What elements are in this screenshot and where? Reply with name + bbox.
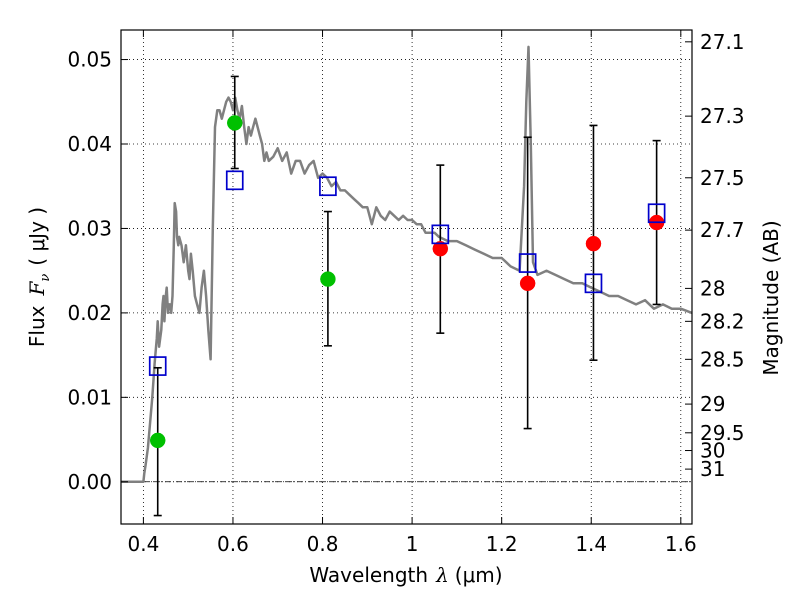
y-tick-label: 0.00 [67,470,112,494]
model-point-square [647,203,666,224]
y2-tick-label: 27.3 [700,104,745,128]
y2-tick-label: 28 [700,276,725,300]
model-spectrum-line [121,45,693,484]
data-point-circle [585,235,602,252]
data-point-circle [519,275,536,292]
y2-tick-label: 29.5 [700,421,745,445]
x-tick-label: 0.4 [127,532,159,556]
y-tick-label: 0.03 [67,216,112,240]
y-axis-label: FluxFν( μJy ) [25,207,53,347]
data-point-circle [227,115,243,131]
y2-tick-label: 27.1 [700,30,745,54]
x-tick-label: 0.8 [307,532,339,556]
data-point-circle [149,432,166,449]
data-point-circle [320,271,336,287]
y2-tick-label: 29 [700,392,725,416]
y2-tick-label: 28.2 [700,309,745,333]
x-tick-label: 1.2 [486,532,518,556]
y2-tick-label: 27.5 [700,166,745,190]
y2-tick-label: 31 [700,457,725,481]
model-point-square [518,253,537,273]
plot-series [121,45,693,517]
y2-tick-label: 27.7 [700,218,745,242]
model-point-square [225,170,244,191]
y-tick-label: 0.05 [67,48,112,72]
x-axis-ticks: 0.4 0.6 0.8 1 1.2 1.4 1.6 [127,30,697,556]
model-point-square [319,176,337,197]
x-tick-label: 1 [406,532,419,556]
x-axis-label: Wavelength λ (μm) [309,563,502,587]
x-tick-label: 1.6 [665,532,697,556]
y2-tick-label: 28.5 [700,347,745,371]
y-tick-label: 0.04 [67,132,112,156]
grid [121,30,692,524]
y-tick-label: 0.01 [67,385,112,409]
x-tick-label: 0.6 [217,532,249,556]
y2-tick-label: 30 [700,439,725,463]
y2-axis-label: Magnitude (AB) [759,220,783,375]
model-point-square [148,356,167,376]
model-point-square [431,224,450,245]
model-point-square [584,273,603,294]
x-tick-label: 1.4 [575,532,607,556]
y-tick-label: 0.02 [67,301,112,325]
data-point-circle [432,240,449,257]
plot-frame [120,29,693,525]
y-axis-ticks: 0.00 0.01 0.02 0.03 0.04 0.05 [67,48,128,494]
